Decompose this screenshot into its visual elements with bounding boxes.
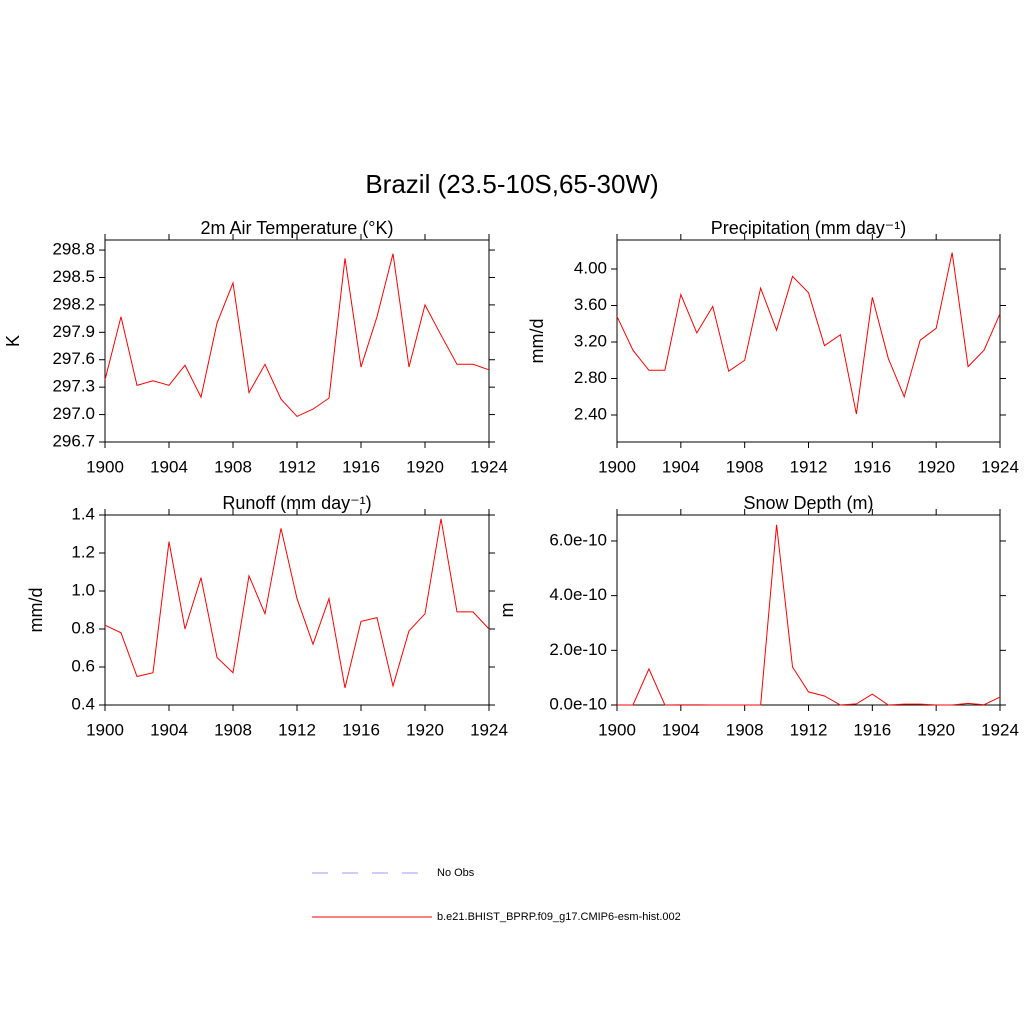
y-tick-label: 6.0e-10	[549, 530, 607, 549]
x-tick-label: 1900	[86, 457, 124, 476]
x-tick-label: 1924	[470, 720, 508, 739]
x-tick-label: 1920	[917, 457, 955, 476]
panel-title: Snow Depth (m)	[743, 493, 873, 513]
x-tick-label: 1924	[470, 457, 508, 476]
y-tick-label: 4.00	[574, 258, 607, 277]
plot-frame	[104, 239, 490, 443]
x-tick-label: 1912	[278, 720, 316, 739]
x-tick-label: 1908	[214, 720, 252, 739]
y-tick-label: 1.0	[71, 580, 95, 599]
x-tick-label: 1900	[86, 720, 124, 739]
y-tick-label: 297.6	[52, 349, 95, 368]
y-tick-label: 2.0e-10	[549, 640, 607, 659]
x-tick-label: 1900	[598, 720, 636, 739]
y-axis-label: m	[497, 603, 517, 618]
x-tick-label: 1912	[790, 457, 828, 476]
y-tick-label: 3.60	[574, 295, 607, 314]
x-tick-label: 1920	[406, 720, 444, 739]
panel-title: 2m Air Temperature (°K)	[201, 218, 394, 238]
x-tick-label: 1924	[981, 720, 1019, 739]
data-line	[617, 524, 1001, 706]
y-tick-label: 297.0	[52, 404, 95, 423]
x-tick-label: 1916	[853, 457, 891, 476]
legend-label: No Obs	[437, 867, 475, 879]
x-tick-label: 1904	[662, 457, 700, 476]
y-tick-label: 0.0e-10	[549, 694, 607, 713]
y-axis-label: mm/d	[527, 319, 547, 364]
x-tick-label: 1908	[726, 720, 764, 739]
y-axis-label: mm/d	[26, 588, 46, 633]
x-tick-label: 1904	[150, 457, 188, 476]
y-tick-label: 296.7	[52, 431, 95, 450]
x-tick-label: 1916	[853, 720, 891, 739]
figure-title: Brazil (23.5-10S,65-30W)	[365, 169, 658, 199]
y-tick-label: 2.80	[574, 368, 607, 387]
x-tick-label: 1904	[662, 720, 700, 739]
y-tick-label: 4.0e-10	[549, 585, 607, 604]
plot-frame	[616, 239, 1001, 443]
plot-frame	[616, 514, 1001, 706]
y-tick-label: 298.5	[52, 267, 95, 286]
y-tick-label: 3.20	[574, 331, 607, 350]
x-tick-label: 1924	[981, 457, 1019, 476]
y-tick-label: 0.6	[71, 656, 95, 675]
data-line	[616, 252, 1001, 415]
data-line	[104, 253, 490, 418]
y-tick-label: 298.8	[52, 240, 95, 259]
y-tick-label: 0.8	[71, 618, 95, 637]
y-tick-label: 297.3	[52, 377, 95, 396]
x-tick-label: 1920	[406, 457, 444, 476]
x-tick-label: 1904	[150, 720, 188, 739]
x-tick-label: 1900	[598, 457, 636, 476]
y-tick-label: 298.2	[52, 294, 95, 313]
x-tick-label: 1908	[214, 457, 252, 476]
y-tick-label: 1.2	[71, 542, 95, 561]
x-tick-label: 1916	[342, 457, 380, 476]
x-tick-label: 1912	[790, 720, 828, 739]
plot-frame	[104, 514, 490, 706]
y-tick-label: 0.4	[71, 694, 95, 713]
panel-title: Runoff (mm day⁻¹)	[222, 493, 371, 513]
x-tick-label: 1908	[726, 457, 764, 476]
y-tick-label: 2.40	[574, 404, 607, 423]
x-tick-label: 1916	[342, 720, 380, 739]
y-tick-label: 1.4	[71, 504, 95, 523]
x-tick-label: 1920	[917, 720, 955, 739]
data-line	[104, 518, 490, 689]
y-axis-label: K	[3, 335, 23, 347]
y-tick-label: 297.9	[52, 322, 95, 341]
legend-label: b.e21.BHIST_BPRP.f09_g17.CMIP6-esm-hist.…	[437, 911, 681, 923]
panel-title: Precipitation (mm day⁻¹)	[711, 218, 907, 238]
x-tick-label: 1912	[278, 457, 316, 476]
